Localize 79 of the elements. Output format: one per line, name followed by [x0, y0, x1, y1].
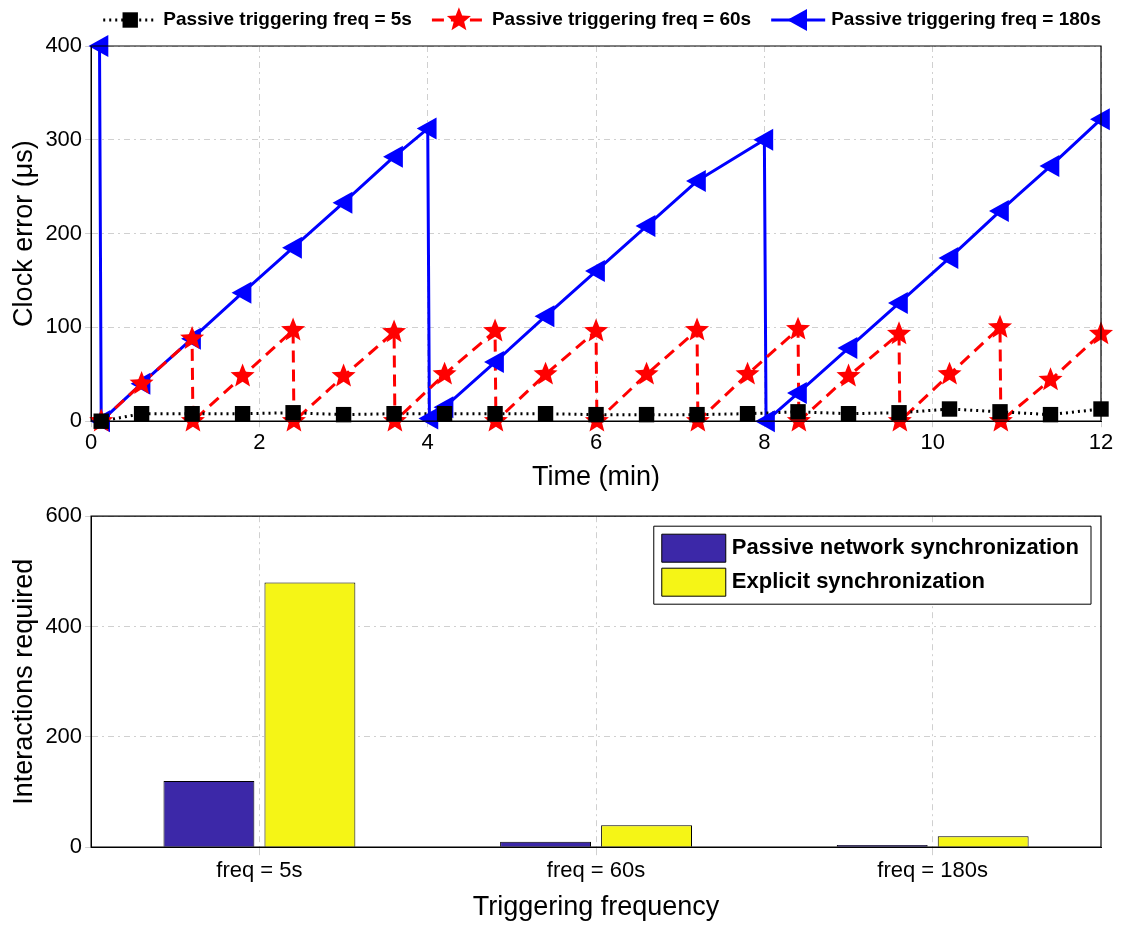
point: [989, 200, 1009, 223]
point: [689, 406, 705, 423]
point: [585, 260, 605, 283]
point: [184, 406, 200, 422]
x-tick-label: 4: [421, 429, 434, 455]
point: [790, 404, 806, 420]
x-axis-title: Time (min): [532, 461, 661, 492]
y-tick-label: 600: [45, 502, 83, 528]
point: [891, 405, 907, 421]
point: [634, 361, 659, 385]
point: [282, 236, 302, 259]
point: [285, 405, 301, 421]
x-tick-label: 6: [589, 429, 603, 455]
x-tick-label: freq = 60s: [546, 857, 646, 883]
point: [753, 128, 774, 151]
point: [537, 406, 554, 422]
point: [483, 318, 508, 342]
point: [941, 401, 958, 417]
point: [584, 318, 609, 342]
point: [484, 351, 504, 374]
x-axis-title: Triggering frequency: [472, 891, 720, 922]
legend-label: Explicit synchronization: [731, 568, 985, 594]
y-tick-label: 0: [69, 833, 83, 859]
point: [382, 319, 407, 343]
x-tick-label: 10: [920, 429, 945, 455]
y-tick-label: 400: [45, 612, 83, 638]
point: [231, 281, 252, 304]
y-tick-label: 200: [45, 219, 83, 245]
point: [685, 317, 710, 341]
point: [937, 361, 962, 385]
point: [938, 246, 959, 269]
y-tick-label: 300: [45, 125, 83, 151]
point: [281, 317, 306, 341]
point: [992, 404, 1008, 420]
legend-label: Passive triggering freq = 5s: [163, 8, 412, 30]
point: [686, 170, 706, 193]
y-axis-title: Clock error (μs): [7, 140, 38, 327]
point: [739, 406, 756, 422]
point: [234, 406, 251, 422]
y-axis-title: Interactions required: [7, 558, 38, 805]
point: [635, 215, 656, 238]
point: [987, 314, 1013, 338]
point: [735, 361, 760, 385]
point: [534, 305, 555, 328]
point: [1039, 155, 1060, 178]
point: [840, 406, 857, 422]
x-tick-label: freq = 5s: [216, 857, 303, 883]
point: [383, 145, 403, 168]
point: [386, 406, 402, 422]
point: [487, 406, 503, 422]
y-tick-label: 100: [45, 313, 83, 339]
legend-label: Passive triggering freq = 60s: [491, 8, 752, 30]
point: [755, 410, 775, 433]
legend-label: Passive triggering freq = 180s: [831, 8, 1102, 30]
point: [533, 361, 558, 385]
point: [837, 337, 858, 360]
point: [1093, 401, 1109, 417]
point: [588, 406, 604, 423]
point: [1090, 108, 1110, 131]
y-tick-label: 400: [45, 32, 83, 58]
point: [133, 406, 150, 422]
legend-label: Passive network synchronization: [731, 534, 1080, 560]
point: [416, 117, 437, 140]
point: [230, 363, 255, 387]
point: [886, 321, 912, 345]
y-tick-label: 0: [69, 407, 83, 433]
point: [1038, 367, 1063, 391]
x-tick-label: freq = 180s: [877, 857, 989, 883]
x-tick-label: 8: [758, 429, 771, 455]
point: [432, 361, 457, 385]
point: [888, 292, 908, 315]
point: [786, 316, 811, 340]
x-tick-label: 12: [1088, 429, 1114, 455]
point: [836, 363, 861, 387]
y-tick-label: 200: [45, 722, 83, 748]
point: [787, 382, 807, 405]
x-tick-label: 2: [253, 429, 266, 455]
point: [332, 191, 353, 214]
point: [331, 363, 356, 387]
